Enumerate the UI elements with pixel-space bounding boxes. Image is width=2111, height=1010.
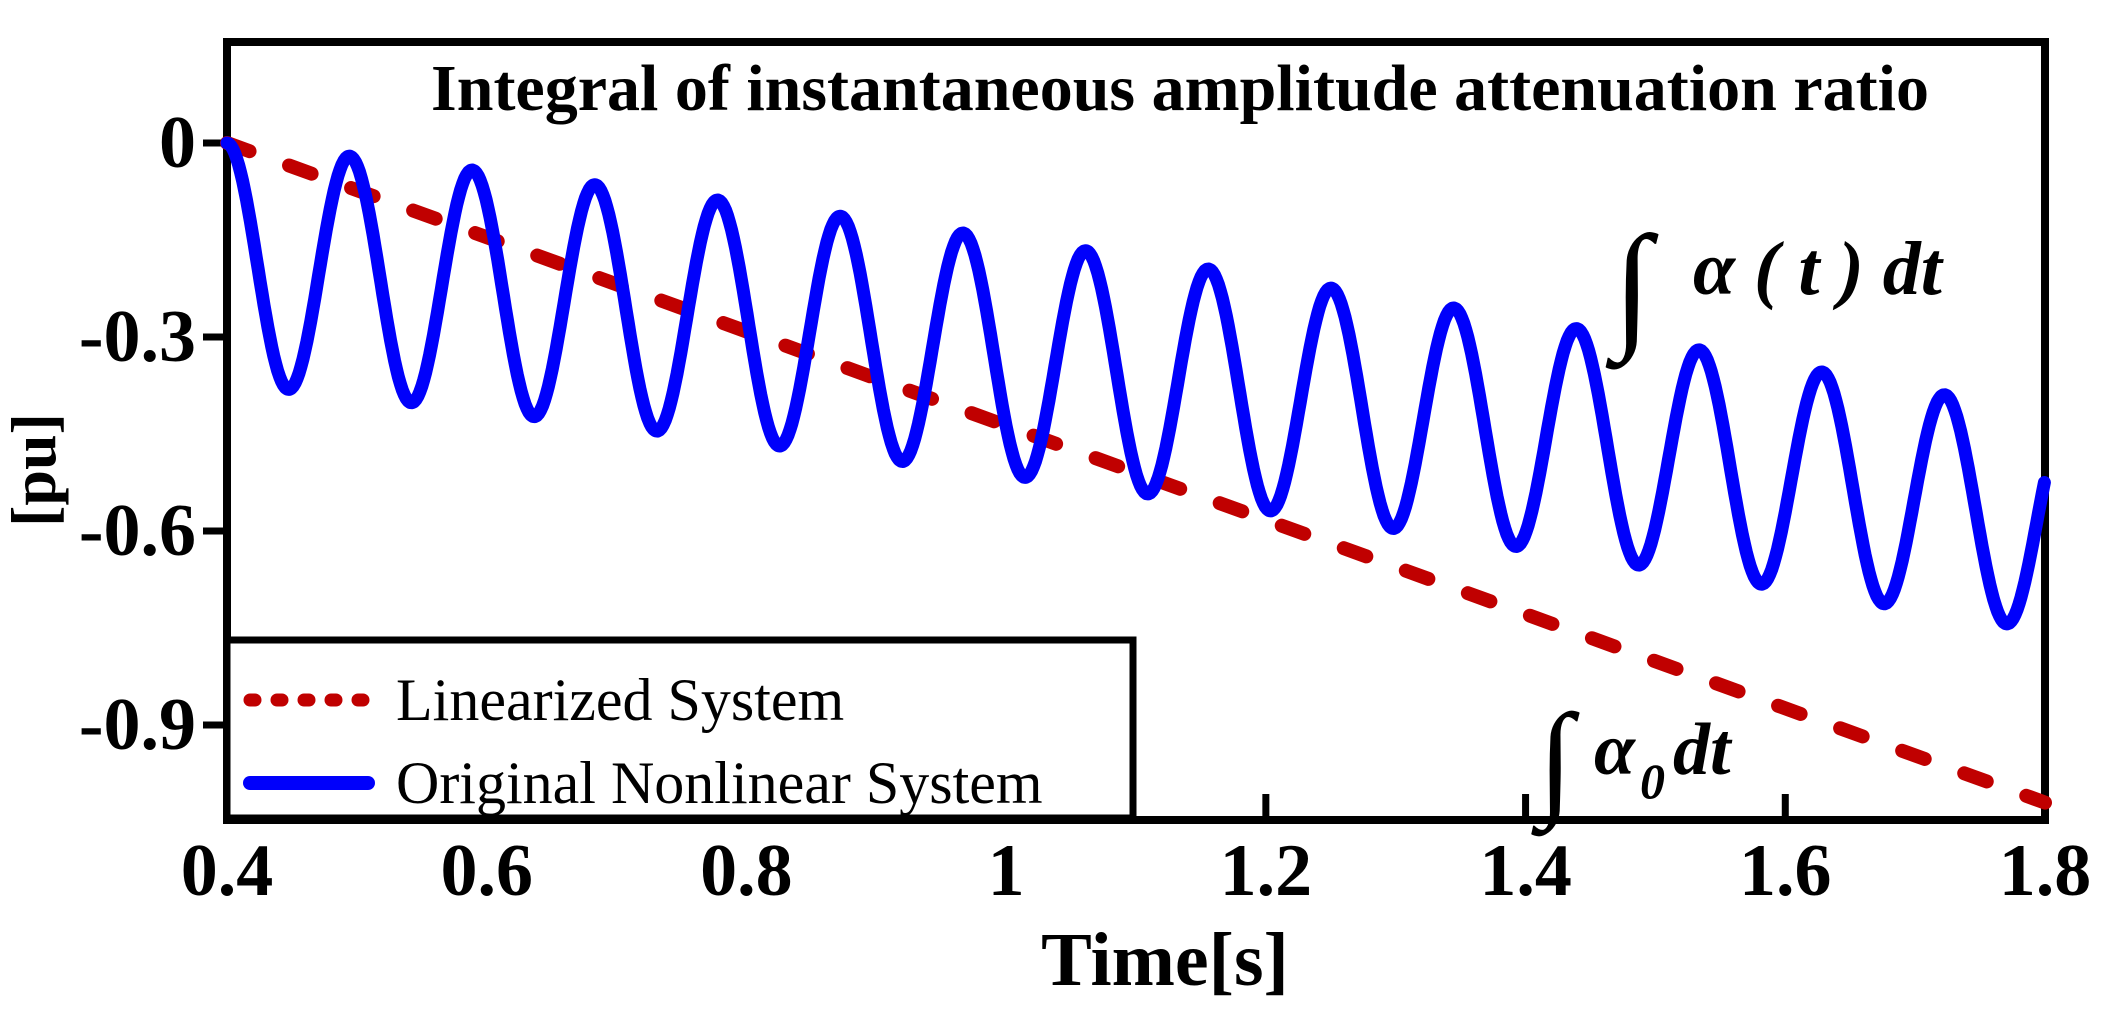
linearized-system-curve — [220, 136, 2052, 810]
y-tick-label: 0 — [159, 102, 196, 184]
x-tick-label: 0.6 — [440, 830, 533, 912]
y-axis: 0 -0.3 -0.6 -0.9 — [79, 102, 231, 766]
x-tick-label: 0.4 — [181, 830, 274, 912]
legend: Linearized System Original Nonlinear Sys… — [223, 636, 1137, 822]
annotation-dt: dt — [1673, 709, 1733, 791]
original-nonlinear-system-curve — [220, 136, 2051, 631]
annotation-subscript: 0 — [1640, 753, 1665, 809]
y-tick-label: -0.3 — [79, 296, 196, 378]
y-tick-label: -0.9 — [79, 684, 196, 766]
x-tick-label: 1.6 — [1739, 830, 1832, 912]
annotation-alpha: α — [1594, 709, 1636, 791]
annotation-integral-alpha0-dt: ∫ α 0 dt — [1531, 688, 1733, 837]
x-axis-label: Time[s] — [1041, 918, 1289, 1002]
x-tick-label: 1.4 — [1479, 830, 1572, 912]
legend-label-nonlinear: Original Nonlinear System — [396, 750, 1043, 816]
annotation-math-body: α ( t ) dt — [1693, 227, 1945, 311]
y-axis-label: [pu] — [0, 413, 69, 527]
integral-sign: ∫ — [1531, 688, 1580, 837]
legend-box — [223, 636, 1137, 822]
x-tick-label: 1.2 — [1220, 830, 1313, 912]
y-tick-label: -0.6 — [79, 490, 196, 572]
x-tick-label: 1.8 — [1999, 830, 2092, 912]
x-axis: 0.4 0.6 0.8 1 1.2 1.4 1.6 1.8 — [181, 794, 2092, 912]
integral-sign: ∫ — [1605, 208, 1659, 370]
x-tick-label: 0.8 — [700, 830, 793, 912]
x-tick-label: 1 — [988, 830, 1025, 912]
chart-title: Integral of instantaneous amplitude atte… — [431, 52, 1929, 125]
legend-label-linearized: Linearized System — [396, 667, 844, 733]
annotation-integral-alpha-t-dt: ∫ α ( t ) dt — [1605, 208, 1945, 370]
